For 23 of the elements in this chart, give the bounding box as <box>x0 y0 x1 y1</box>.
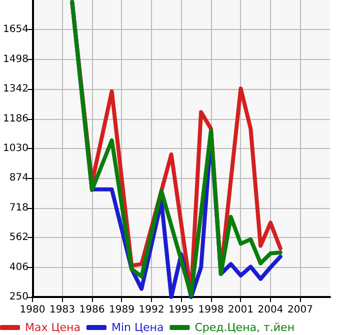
x-tick-label: 1998 <box>198 304 224 316</box>
legend-label: Сред.Цена, т.йен <box>194 321 295 334</box>
x-tick-label: 2007 <box>288 304 313 316</box>
y-tick-label: 1498 <box>2 54 28 65</box>
y-tick-label: 718 <box>9 202 28 214</box>
y-tick-label: 874 <box>9 172 28 184</box>
y-tick-label: 562 <box>9 232 28 244</box>
y-tick-label: 1342 <box>2 84 28 95</box>
legend-label: Max Цена <box>25 321 80 334</box>
y-tick-label: 406 <box>9 262 28 273</box>
x-tick-label: 1992 <box>138 304 164 316</box>
y-tick-label: 1654 <box>2 24 28 36</box>
y-tick-label: 250 <box>9 292 28 302</box>
x-tick-label: 1983 <box>49 304 75 316</box>
legend-label: Min Цена <box>111 321 164 334</box>
y-tick-label: 1186 <box>2 113 28 124</box>
x-tick-label: 1980 <box>20 304 46 316</box>
x-tick-label: 1989 <box>108 304 134 316</box>
x-tick-label: 2004 <box>258 304 284 316</box>
x-tick-label: 1986 <box>79 304 105 316</box>
x-tick-label: 2001 <box>228 304 254 316</box>
x-tick-label: 1995 <box>168 304 194 316</box>
y-tick-label: 1030 <box>2 143 28 154</box>
